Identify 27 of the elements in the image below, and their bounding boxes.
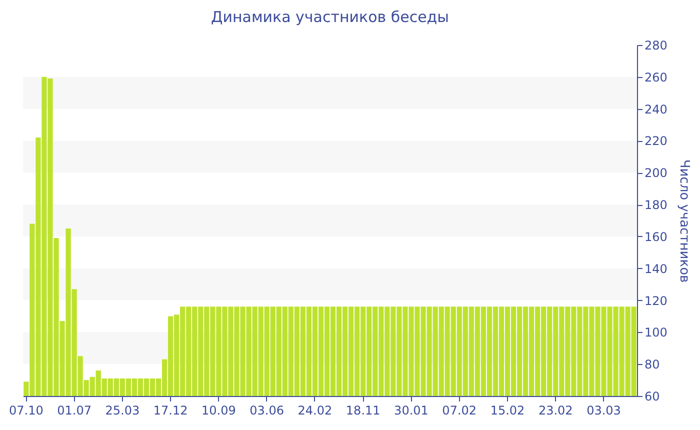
x-tick-label: 23.02: [538, 404, 573, 418]
x-tick-label: 30.01: [394, 404, 428, 418]
y-tick-label: 240: [644, 102, 668, 116]
y-tick-label: 180: [644, 198, 668, 212]
y-tick-label: 120: [644, 294, 668, 308]
y-tick-label: 280: [644, 38, 668, 52]
y-tick-label: 160: [644, 230, 668, 244]
x-tick-label: 07.02: [442, 404, 477, 418]
x-tick-label: 03.03: [586, 404, 621, 418]
chart-title: Динамика участников беседы: [210, 8, 450, 26]
x-tick-label: 10.09: [202, 404, 236, 418]
x-tick-label: 17.12: [153, 404, 188, 418]
y-tick-label: 60: [644, 390, 660, 404]
x-tick-label: 03.06: [250, 404, 284, 418]
y-tick-label: 140: [644, 262, 668, 276]
x-tick-label: 24.02: [298, 404, 332, 418]
y-tick-label: 220: [644, 134, 668, 148]
x-tick-label: 15.02: [490, 404, 525, 418]
y-tick-label: 200: [644, 166, 668, 180]
y-tick-label: 80: [644, 358, 660, 372]
x-tick-label: 18.11: [346, 404, 380, 418]
y-tick-label: 260: [644, 70, 668, 84]
x-tick-label: 07.10: [8, 404, 44, 418]
x-tick-label: 01.07: [57, 404, 92, 418]
y-tick-label: 100: [644, 326, 668, 340]
y-axis-title: Число участников: [676, 159, 692, 283]
x-tick-label: 25.03: [105, 404, 140, 418]
